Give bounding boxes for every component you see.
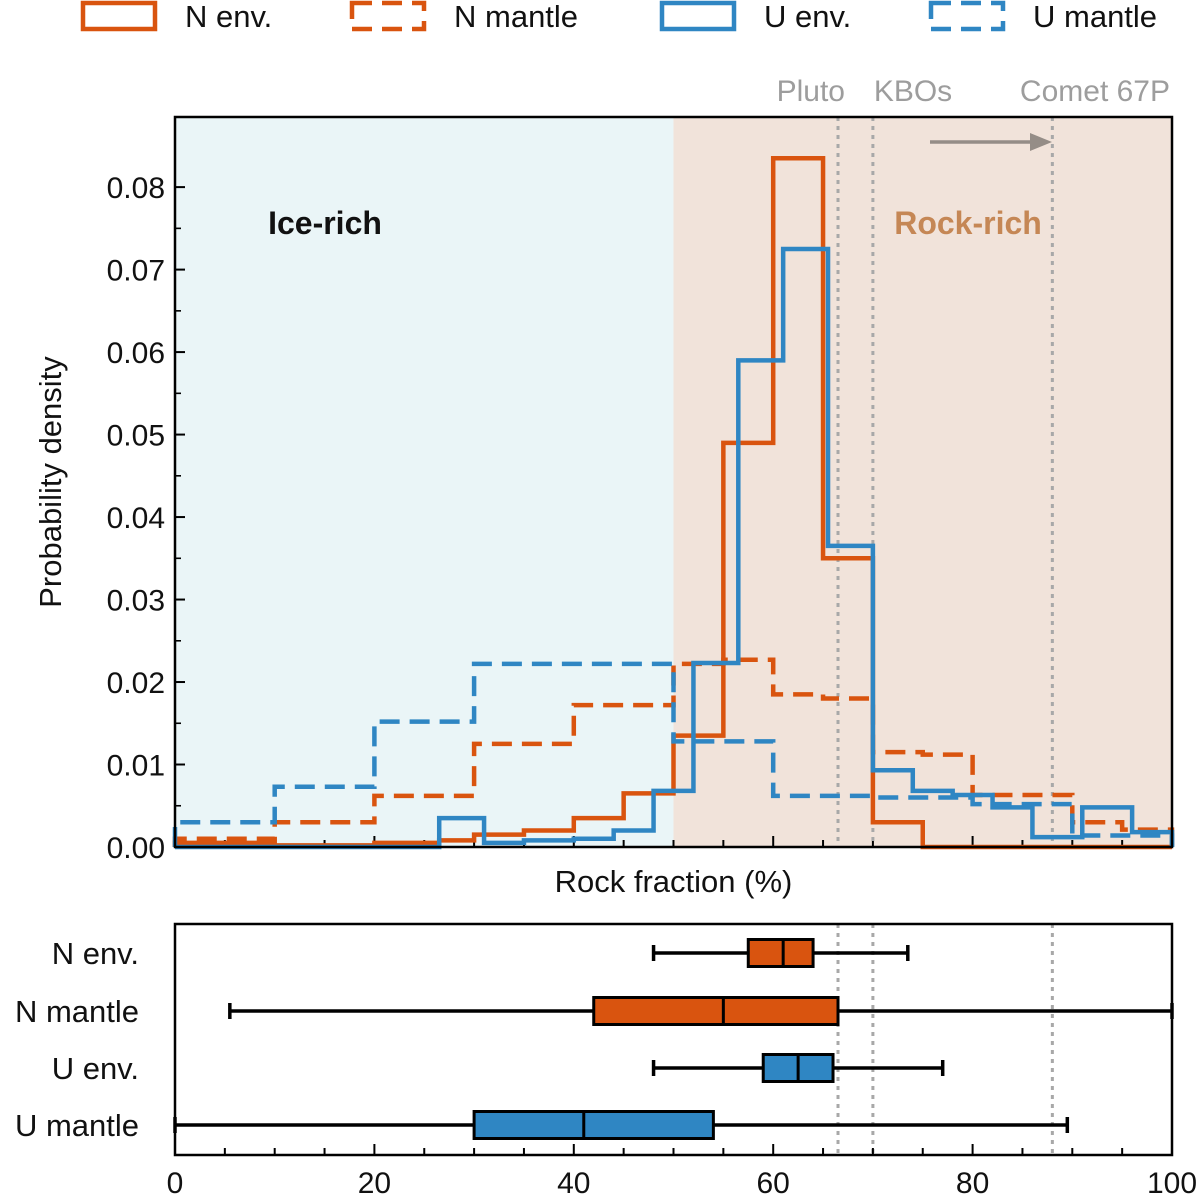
hist-series-n-env — [172, 155, 1172, 850]
y-tick-label: 0.00 — [107, 832, 165, 865]
legend: N env. N mantle U env. U mantle — [80, 0, 1157, 34]
iqr-box — [592, 996, 840, 1026]
box-u-env: U env. — [52, 1051, 945, 1086]
region-ice-rich — [175, 117, 674, 847]
legend-label-u-env: U env. — [764, 0, 851, 34]
box-x-tick-label: 0 — [167, 1167, 184, 1198]
boxplot-ticks: 0 20 40 60 80 100 — [167, 1144, 1197, 1198]
box-row-label: U env. — [52, 1051, 139, 1086]
legend-swatch-u-mantle — [928, 0, 1006, 32]
y-tick-label: 0.07 — [107, 255, 165, 288]
histogram-series — [172, 155, 1175, 850]
y-axis-label: Probability density — [33, 356, 68, 608]
box-u-mantle: U mantle — [15, 1108, 1070, 1143]
legend-swatch-n-mantle — [349, 0, 427, 32]
histogram-panel: 0.00 0.01 0.02 0.03 0.04 0.05 0.06 0.07 0.08 Ice… — [33, 75, 1175, 899]
legend-label-n-env: N env. — [185, 0, 272, 34]
region-label-ice-rich: Ice-rich — [268, 205, 382, 241]
boxplot-reference-lines — [836, 924, 1054, 1155]
region-label-rock-rich: Rock-rich — [894, 205, 1042, 241]
region-rock-rich — [673, 117, 1172, 847]
reference-label-pluto: Pluto — [777, 75, 845, 108]
hist-series-n-mantle — [172, 657, 1175, 847]
box-row-label: N mantle — [15, 994, 139, 1029]
legend-label-n-mantle: N mantle — [454, 0, 578, 34]
region-backgrounds — [175, 117, 1172, 847]
histogram-ticks: 0.00 0.01 0.02 0.03 0.04 0.05 0.06 0.07 0.08 — [107, 172, 1173, 865]
annotations: Ice-rich Rock-rich Pluto KBOs Comet 67P — [268, 75, 1170, 241]
y-tick-label: 0.05 — [107, 420, 165, 453]
iqr-box — [746, 938, 815, 968]
boxplot-frame — [173, 922, 1174, 1157]
y-tick-label: 0.02 — [107, 667, 165, 700]
box-x-tick-label: 100 — [1147, 1167, 1197, 1198]
y-tick-label: 0.03 — [107, 585, 165, 618]
box-n-mantle: N mantle — [15, 994, 1174, 1029]
box-x-tick-label: 60 — [757, 1167, 790, 1198]
legend-label-u-mantle: U mantle — [1033, 0, 1157, 34]
box-row-label: N env. — [52, 936, 139, 971]
boxplot-boxes: N env. N mantle U env. U mantle — [15, 936, 1174, 1143]
reference-label-comet-67p: Comet 67P — [1020, 75, 1170, 108]
box-x-tick-label: 20 — [358, 1167, 391, 1198]
arrow-head — [1030, 133, 1052, 151]
y-tick-label: 0.01 — [107, 750, 165, 783]
box-x-tick-label: 80 — [956, 1167, 989, 1198]
histogram-frame — [173, 115, 1174, 849]
y-tick-label: 0.08 — [107, 172, 165, 205]
y-tick-label: 0.06 — [107, 337, 165, 370]
hist-series-u-env — [175, 246, 1175, 850]
boxplot-panel: 0 20 40 60 80 100 N env. N mantle U env. U mantl… — [15, 922, 1197, 1198]
box-n-env: N env. — [52, 936, 910, 971]
box-row-label: U mantle — [15, 1108, 139, 1143]
x-axis-label: Rock fraction (%) — [555, 864, 793, 899]
legend-swatch-u-env — [659, 0, 737, 32]
iqr-box — [472, 1110, 715, 1140]
reference-label-kbos: KBOs — [874, 75, 952, 108]
hist-series-u-mantle — [172, 661, 1175, 847]
y-tick-label: 0.04 — [107, 502, 165, 535]
legend-swatch-n-env — [80, 0, 158, 32]
box-x-tick-label: 40 — [557, 1167, 590, 1198]
